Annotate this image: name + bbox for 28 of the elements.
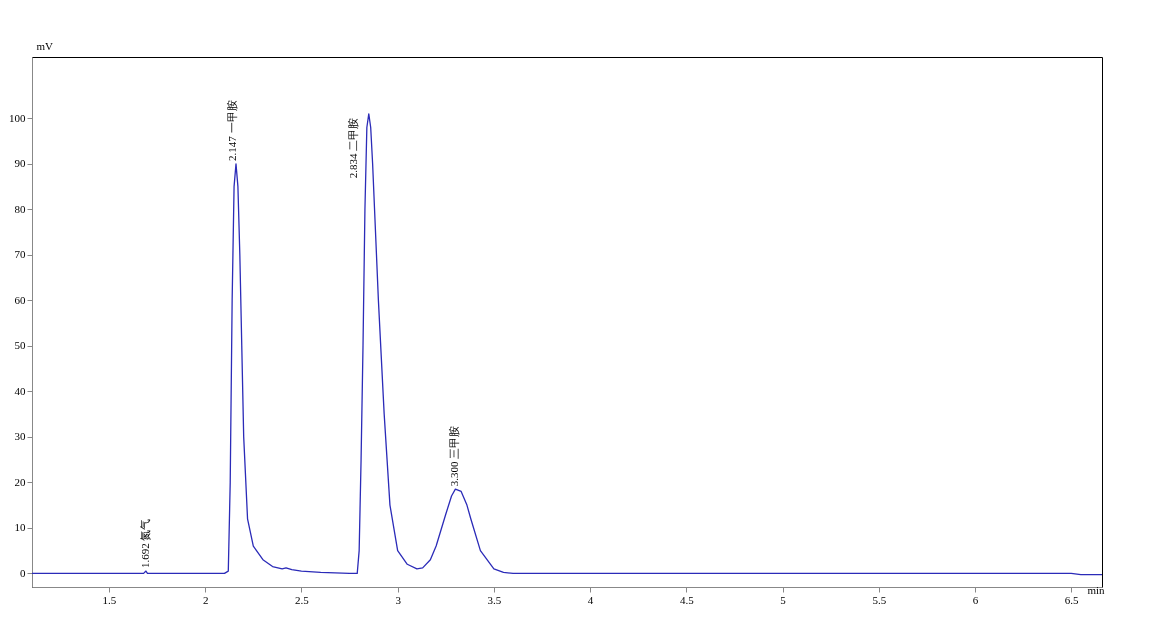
y-tick-label: 60 — [14, 293, 26, 306]
x-tick-label: 2 — [202, 593, 209, 606]
y-tick-label: 20 — [14, 475, 26, 488]
annotation: 2.147 一甲胺 — [226, 100, 239, 161]
x-tick-label: 1.5 — [102, 593, 117, 606]
y-tick-label: 70 — [14, 248, 26, 261]
annotation: 1.692 氮气 — [138, 518, 151, 569]
x-tick-label: 2.5 — [295, 593, 310, 606]
x-tick-label: 5.5 — [872, 593, 887, 606]
x-tick-label: 5 — [780, 593, 787, 606]
y-axis-title: mV — [36, 39, 54, 52]
x-tick-label: 3 — [395, 593, 402, 606]
y-tick-label: 30 — [14, 430, 26, 443]
x-axis-title: min — [1087, 583, 1106, 596]
y-tick-label: 80 — [14, 202, 26, 215]
x-tick-label: 3.5 — [487, 593, 502, 606]
annotation: 3.300 三甲胺 — [448, 425, 461, 487]
x-tick-label: 4.5 — [679, 593, 695, 606]
x-tick-label: 6.5 — [1064, 593, 1080, 606]
y-tick-label: 100 — [9, 111, 26, 124]
y-tick-label: 40 — [14, 384, 26, 397]
x-tick-label: 6 — [972, 593, 979, 606]
y-tick-label: 50 — [14, 339, 26, 352]
y-tick-label: 90 — [14, 157, 26, 170]
y-tick-label: 0 — [20, 566, 26, 579]
x-tick-label: 4 — [587, 593, 594, 606]
y-tick-label: 10 — [14, 521, 26, 534]
annotation: 2.834 二甲胺 — [346, 117, 359, 179]
